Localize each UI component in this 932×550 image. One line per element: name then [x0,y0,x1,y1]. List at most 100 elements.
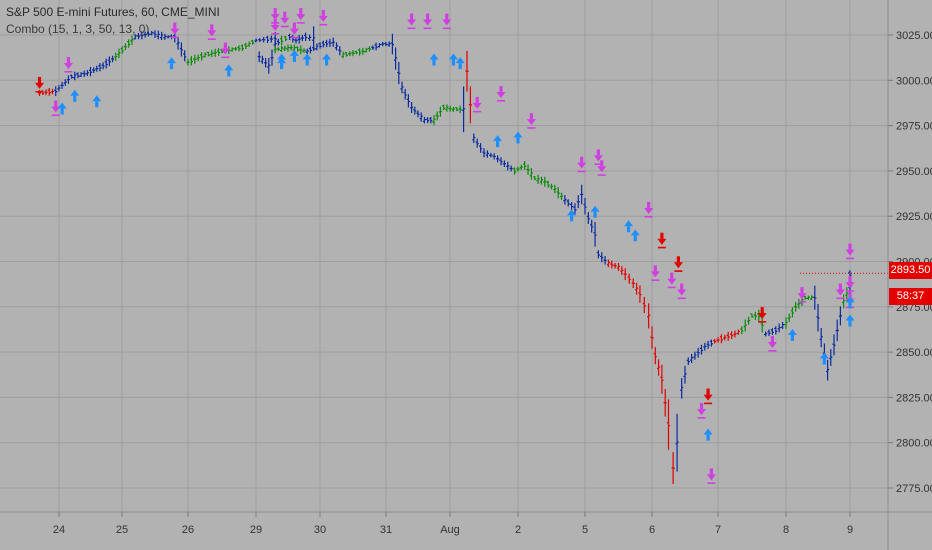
price-bar [210,49,214,58]
price-bar [217,48,221,56]
price-bar [394,47,398,70]
price-bar [240,44,244,51]
price-tick-label: 3000.00 [896,75,932,87]
sell-signal-arrow [644,201,654,218]
price-bar [419,112,423,122]
price-bar [499,157,503,166]
price-bar [489,152,493,158]
price-bar [713,338,717,344]
price-bar [254,38,258,43]
price-bar [273,45,277,54]
price-bar [150,30,154,36]
time-tick-label: 24 [53,524,65,536]
sell-signal-arrow [170,22,180,39]
price-bar [675,413,679,472]
price-bar [338,46,342,56]
price-bar [143,31,147,38]
time-tick-label: 31 [380,524,392,536]
time-tick-label: 25 [116,524,128,536]
price-bar [140,31,144,40]
price-bar [435,111,439,121]
time-axis[interactable]: 24 25 26 29 30 31 Aug 2 5 6 7 8 9 [53,512,853,536]
price-bar [842,294,846,309]
price-bar [787,313,791,322]
sell-signal-arrow [220,42,230,59]
price-bar [280,45,284,52]
price-tick-label: 2850.00 [896,347,932,359]
price-bar [79,72,83,77]
buy-signal-arrow [567,209,577,222]
price-bar [260,55,264,64]
price-bar [536,174,540,184]
price-bar [631,278,635,289]
price-bar [559,192,564,200]
price-bar [60,81,64,89]
price-bar [258,38,262,43]
price-bar [289,44,293,51]
price-bar [98,63,102,72]
price-bar [634,282,639,295]
time-tick-label: 6 [649,524,655,536]
price-bar [810,295,814,301]
price-bar [361,47,365,55]
price-bar [325,39,329,48]
buy-signal-arrow [630,229,640,242]
sell-signal-arrow [797,287,807,303]
sell-signal-arrow [703,388,713,405]
price-bar [566,199,570,207]
price-bar [280,35,284,46]
price-bar [777,323,781,333]
price-bar [107,56,111,67]
time-tick-label: 29 [250,524,262,536]
price-bar [767,329,771,337]
price-bar [747,316,751,325]
price-bar [657,359,661,376]
price-bar [709,339,713,347]
price-bar [650,326,654,349]
price-bar [381,41,385,47]
price-bar [774,326,778,335]
price-bar [642,296,646,314]
price-bar [445,104,449,112]
price-bar [529,168,533,180]
price-bar [719,334,724,344]
price-bar [70,74,74,79]
price-bar [269,35,273,43]
price-bar [206,51,210,57]
sell-signal-arrow [845,243,855,260]
price-bar [146,31,150,37]
price-bar [465,50,469,92]
price-tick-label: 2950.00 [896,166,932,178]
buy-signal-arrow [224,64,234,77]
price-bar [351,50,355,57]
sell-signal-arrow [442,13,452,30]
sell-signal-arrow [650,265,660,281]
price-bar [284,36,288,42]
price-bar [237,45,241,52]
price-bar [479,143,483,153]
price-bar [523,161,527,170]
sell-signal-arrow [845,276,855,292]
price-bar [526,164,530,175]
price-bar [200,52,204,61]
sell-signal-arrow [577,156,587,173]
price-bar [736,329,740,335]
indicator-legend[interactable]: Combo (15, 1, 3, 50, 13, 0) [6,22,150,36]
price-bar [257,51,261,63]
price-bar [371,45,375,50]
price-bar [160,31,164,41]
price-bar [130,35,134,45]
price-bar [603,255,607,265]
buy-signal-arrow [624,220,634,233]
price-bar [576,195,580,209]
sell-signal-arrow [593,149,603,166]
price-bar [593,222,597,247]
buy-signal-arrow [277,53,287,66]
price-bar [302,48,306,53]
price-bar [127,39,131,48]
price-bar [813,285,817,310]
sell-signal-arrow [706,468,716,484]
buy-signal-arrow [703,428,713,441]
price-bar [384,41,388,47]
